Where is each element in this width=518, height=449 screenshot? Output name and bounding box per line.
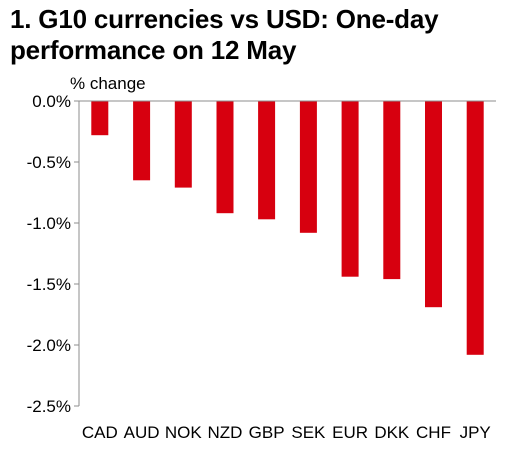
bar-nok <box>174 101 192 188</box>
bar-jpy <box>466 101 484 355</box>
y-tick-label: -1.5% <box>27 275 71 294</box>
x-category-label: SEK <box>291 423 326 442</box>
x-category-label: EUR <box>332 423 368 442</box>
y-tick-label: -0.5% <box>27 153 71 172</box>
bar-group <box>91 101 484 355</box>
x-category-label: NZD <box>208 423 243 442</box>
bar-chf <box>425 101 442 308</box>
bar-eur <box>341 101 359 277</box>
y-tick-label: -2.0% <box>27 336 71 355</box>
chart-title-line-2: performance on 12 May <box>10 35 297 65</box>
x-category-label: CAD <box>82 423 118 442</box>
bar-nzd <box>216 101 234 214</box>
x-category-label: GBP <box>249 423 285 442</box>
bar-gbp <box>258 101 276 220</box>
chart-title-line-1: 1. G10 currencies vs USD: One-day <box>10 4 439 34</box>
x-category-label: CHF <box>416 423 451 442</box>
axes <box>78 100 496 406</box>
x-category-label: JPY <box>460 423 491 442</box>
bar-dkk <box>383 101 401 280</box>
x-axis-labels: CAD AUD NOK NZD GBP SEK EUR DKK CHF JPY <box>82 423 491 442</box>
bar-cad <box>91 101 109 136</box>
y-tick-label: -2.5% <box>27 397 71 416</box>
x-category-label: DKK <box>374 423 410 442</box>
bar-sek <box>299 101 317 233</box>
y-axis-ticks: 0.0% -0.5% -1.0% -1.5% -2.0% -2.5% <box>27 92 79 416</box>
chart-title: 1. G10 currencies vs USD: One-day perfor… <box>10 4 510 66</box>
y-axis-unit-label: % change <box>70 74 146 93</box>
bar-aud <box>133 101 151 181</box>
y-tick-label: -1.0% <box>27 214 71 233</box>
x-category-label: AUD <box>124 423 160 442</box>
y-tick-label: 0.0% <box>32 92 71 111</box>
x-category-label: NOK <box>165 423 203 442</box>
